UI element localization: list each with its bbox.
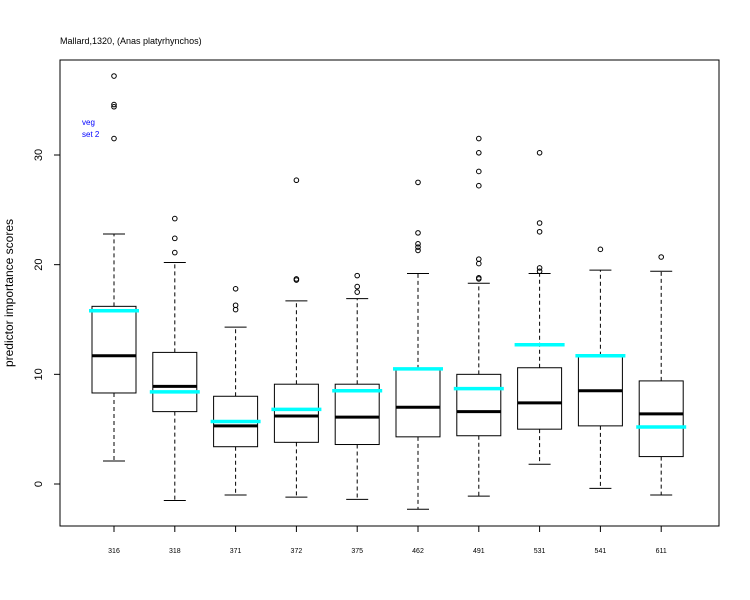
outlier-point — [111, 73, 117, 79]
outlier-point — [172, 215, 178, 222]
y-tick-label: 10 — [33, 368, 45, 380]
box-318 — [149, 215, 200, 501]
box-611 — [636, 254, 687, 496]
chart-title: Mallard,1320, (Anas platyrhynchos) — [60, 36, 202, 46]
outlier-point — [111, 101, 117, 108]
iqr-box — [273, 383, 319, 443]
outlier-point — [476, 182, 482, 189]
outlier-point — [111, 135, 117, 142]
outlier-point — [293, 177, 300, 184]
outlier-point — [111, 103, 117, 110]
outlier-point — [536, 220, 543, 226]
outlier-point — [415, 230, 421, 236]
iqr-box — [91, 305, 137, 394]
x-axis: 316 318 371 372 375 462 491 531 541 611 — [108, 525, 667, 555]
box-372 — [271, 177, 322, 498]
outlier-point — [172, 249, 178, 256]
annotation-line-2: set 2 — [82, 130, 100, 139]
y-axis-label: predictor importance scores — [2, 219, 16, 367]
outlier-point — [415, 244, 421, 250]
box-series — [89, 73, 687, 510]
iqr-box — [517, 367, 563, 430]
outlier-point — [415, 241, 421, 247]
outlier-point — [476, 135, 482, 142]
outlier-point — [476, 168, 482, 175]
x-tick-label: 372 — [291, 548, 303, 555]
outlier-point — [293, 277, 300, 283]
box-462 — [393, 179, 443, 510]
box-531 — [514, 150, 565, 465]
outlier-point — [354, 283, 361, 290]
iqr-box — [395, 368, 441, 438]
outlier-point — [354, 272, 361, 279]
iqr-box — [456, 373, 502, 437]
outlier-point — [658, 254, 665, 260]
outlier-point — [476, 260, 482, 267]
iqr-box — [638, 380, 684, 458]
outlier-point — [415, 247, 421, 254]
outlier-point — [597, 246, 604, 253]
outlier-point — [536, 228, 543, 235]
x-tick-label: 491 — [473, 548, 485, 555]
x-tick-label: 541 — [595, 548, 607, 555]
outlier-point — [476, 276, 482, 282]
box-541 — [575, 246, 626, 489]
outlier-point — [354, 289, 361, 295]
outlier-point — [232, 285, 239, 292]
box-371 — [210, 285, 261, 496]
x-tick-label: 462 — [412, 548, 424, 555]
annotation-line-1: veg — [82, 118, 95, 127]
x-tick-label: 371 — [230, 548, 242, 555]
x-tick-label: 611 — [656, 548, 667, 555]
iqr-box — [334, 383, 380, 446]
x-tick-label: 318 — [169, 548, 181, 555]
y-tick-label: 20 — [33, 259, 45, 271]
y-tick-label: 30 — [33, 149, 45, 161]
box-491 — [453, 135, 504, 497]
x-tick-label: 531 — [534, 548, 546, 555]
y-axis: 0 10 20 30 — [33, 149, 61, 487]
iqr-box — [152, 351, 198, 413]
outlier-point — [172, 235, 178, 242]
outlier-point — [536, 265, 543, 271]
box-316 — [89, 73, 139, 462]
outlier-point — [536, 150, 543, 156]
y-tick-label: 0 — [33, 481, 45, 487]
outlier-point — [232, 306, 239, 313]
outlier-point — [415, 179, 421, 186]
outlier-point — [536, 268, 543, 275]
plot-frame — [59, 59, 720, 527]
outlier-point — [476, 150, 482, 156]
box-375 — [332, 272, 383, 500]
x-tick-label: 375 — [351, 548, 363, 555]
x-tick-label: 316 — [108, 548, 120, 555]
